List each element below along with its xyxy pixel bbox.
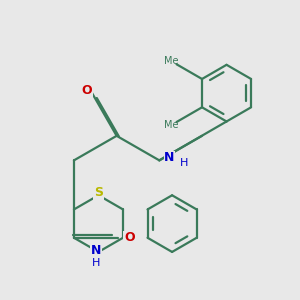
Text: S: S [94,186,103,199]
Text: H: H [92,258,100,268]
Text: H: H [180,158,188,168]
Text: Me: Me [164,120,179,130]
Text: O: O [124,231,135,244]
Text: N: N [91,244,101,257]
Text: Me: Me [164,56,179,66]
Text: O: O [82,84,92,97]
Text: N: N [164,152,175,164]
